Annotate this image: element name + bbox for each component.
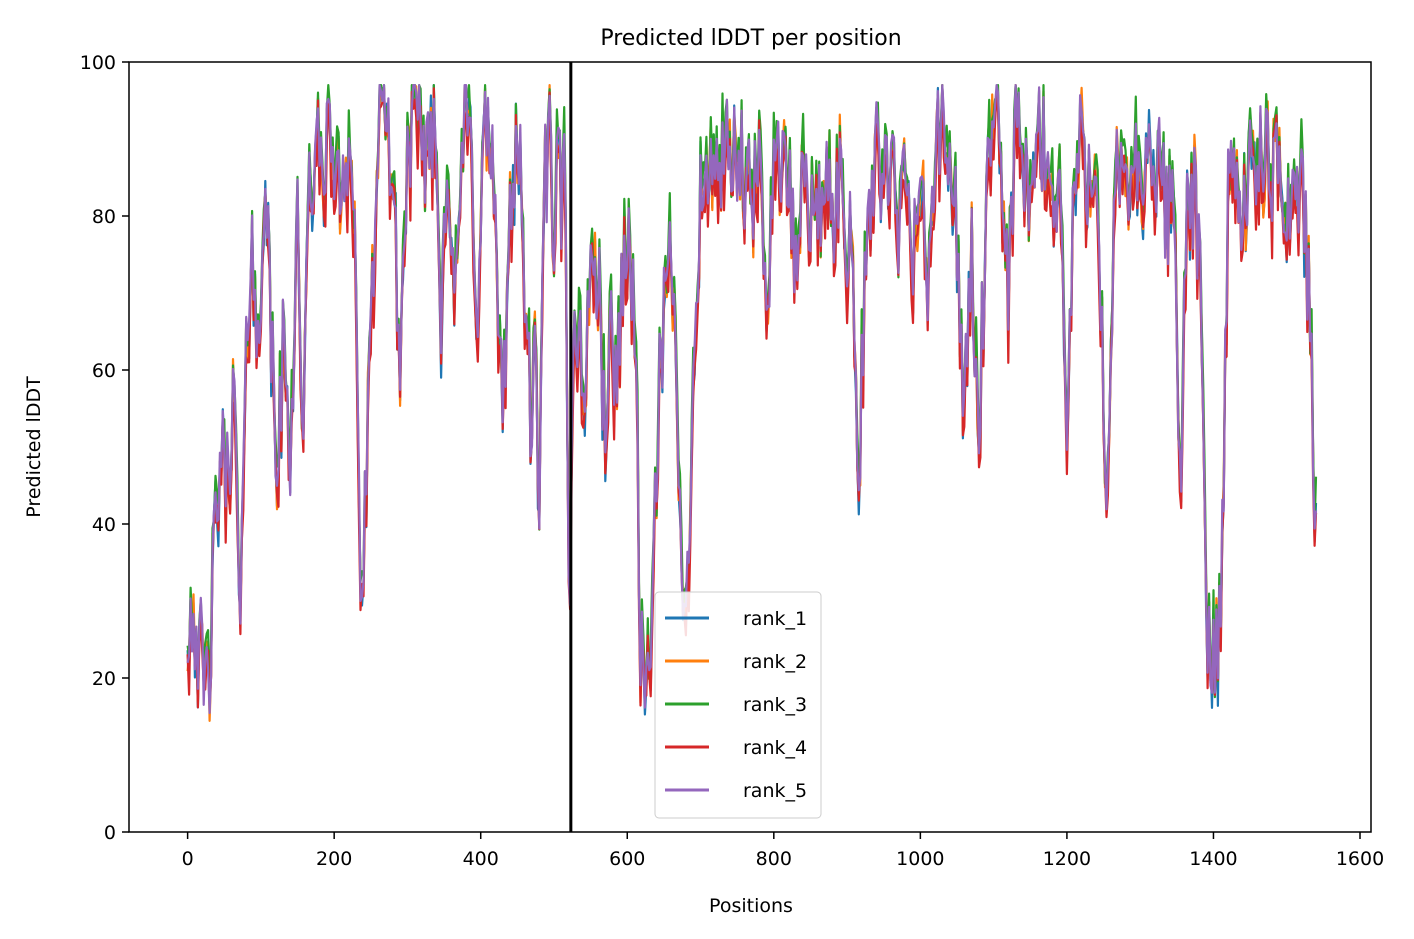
- series-line-rank_5: [186, 83, 1318, 715]
- x-axis: 0 200 400 600 800 1000 1200 1400 1600: [182, 832, 1384, 870]
- x-tick-label: 200: [316, 848, 352, 870]
- x-tick-label: 1200: [1043, 848, 1091, 870]
- y-tick-label: 40: [92, 514, 116, 536]
- x-tick-label: 600: [609, 848, 645, 870]
- series-lines: [186, 83, 1318, 723]
- y-axis-label: Predicted lDDT: [23, 376, 45, 518]
- legend-label-rank_5: rank_5: [743, 780, 807, 802]
- y-tick-label: 0: [104, 822, 116, 844]
- x-tick-label: 0: [182, 848, 194, 870]
- x-tick-label: 400: [463, 848, 499, 870]
- y-tick-label: 80: [92, 206, 116, 228]
- legend-label-rank_4: rank_4: [743, 737, 807, 759]
- x-axis-label: Positions: [709, 895, 793, 917]
- legend-label-rank_3: rank_3: [743, 694, 807, 716]
- plot-frame: [128, 61, 1372, 833]
- y-tick-label: 60: [92, 360, 116, 382]
- legend-label-rank_2: rank_2: [743, 651, 807, 673]
- x-tick-label: 1000: [896, 848, 944, 870]
- chart-title: Predicted lDDT per position: [600, 26, 901, 51]
- legend-box: [654, 591, 822, 819]
- y-tick-label: 20: [92, 668, 116, 690]
- legend: rank_1 rank_2 rank_3 rank_4 rank_5: [654, 591, 822, 819]
- legend-label-rank_1: rank_1: [743, 608, 807, 630]
- x-tick-label: 1400: [1189, 848, 1237, 870]
- y-axis: 0 20 40 60 80 100: [80, 52, 129, 844]
- x-tick-label: 1600: [1336, 848, 1384, 870]
- y-tick-label: 100: [80, 52, 116, 74]
- x-tick-label: 800: [756, 848, 792, 870]
